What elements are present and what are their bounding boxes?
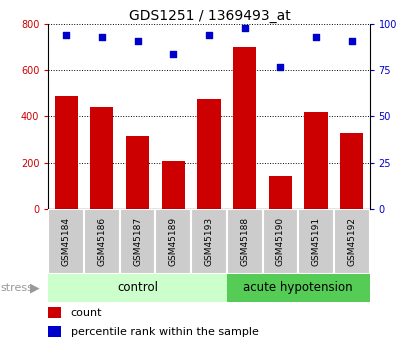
Bar xyxy=(55,96,78,209)
Text: GSM45184: GSM45184 xyxy=(62,217,71,266)
Text: GSM45188: GSM45188 xyxy=(240,217,249,266)
Text: stress: stress xyxy=(1,283,34,293)
Bar xyxy=(304,112,328,209)
Text: count: count xyxy=(71,308,102,318)
Point xyxy=(170,51,177,57)
Text: control: control xyxy=(117,281,158,294)
Text: GSM45191: GSM45191 xyxy=(312,217,320,266)
Text: GSM45189: GSM45189 xyxy=(169,217,178,266)
Text: GDS1251 / 1369493_at: GDS1251 / 1369493_at xyxy=(129,9,291,23)
Point xyxy=(277,64,284,69)
Text: ▶: ▶ xyxy=(30,281,40,294)
Text: GSM45193: GSM45193 xyxy=(205,217,213,266)
Bar xyxy=(262,209,298,274)
Bar xyxy=(340,132,363,209)
Bar xyxy=(334,209,370,274)
Bar xyxy=(227,209,262,274)
Bar xyxy=(197,99,220,209)
Point xyxy=(241,25,248,31)
Bar xyxy=(298,209,334,274)
Text: GSM45190: GSM45190 xyxy=(276,217,285,266)
Bar xyxy=(84,209,120,274)
Bar xyxy=(126,136,149,209)
Text: GSM45186: GSM45186 xyxy=(97,217,106,266)
Text: acute hypotension: acute hypotension xyxy=(243,281,353,294)
Text: percentile rank within the sample: percentile rank within the sample xyxy=(71,327,259,337)
Bar xyxy=(191,209,227,274)
Point xyxy=(349,38,355,43)
Point xyxy=(206,32,212,38)
Point xyxy=(312,34,319,40)
Bar xyxy=(155,209,191,274)
Bar xyxy=(48,307,61,318)
Point xyxy=(98,34,105,40)
Bar xyxy=(227,274,370,302)
Point xyxy=(134,38,141,43)
Bar xyxy=(269,176,292,209)
Bar xyxy=(48,326,61,337)
Text: GSM45192: GSM45192 xyxy=(347,217,356,266)
Text: GSM45187: GSM45187 xyxy=(133,217,142,266)
Bar xyxy=(90,107,113,209)
Bar xyxy=(48,274,227,302)
Bar xyxy=(233,47,256,209)
Bar xyxy=(162,161,185,209)
Bar xyxy=(48,209,84,274)
Point xyxy=(63,32,70,38)
Bar xyxy=(120,209,155,274)
